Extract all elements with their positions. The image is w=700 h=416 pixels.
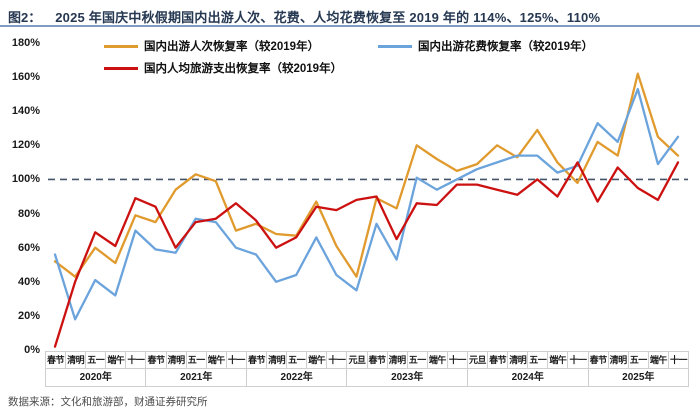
- legend-label-spending: 国内出游花费恢复率（较2019年）: [418, 41, 594, 53]
- x-axis-holiday-label: 五一: [406, 351, 428, 369]
- x-axis-holiday-label: 清明: [607, 351, 629, 369]
- legend-item-trips: 国内出游人次恢复率（较2019年）: [104, 39, 319, 53]
- y-tick-label: 180%: [11, 37, 40, 49]
- legend-label-percapita: 国内人均旅游支出恢复率（较2019年）: [144, 63, 343, 75]
- x-axis-holiday-label: 十一: [225, 351, 247, 369]
- y-tick-label: 80%: [17, 207, 40, 220]
- legend-swatch-trips-icon: [104, 44, 138, 48]
- x-axis-year-label: 2024年: [466, 368, 589, 387]
- x-axis-holiday-label: 元旦: [466, 351, 489, 369]
- x-axis-holiday-label: 端午: [105, 351, 127, 369]
- x-axis-holiday-label: 春节: [366, 351, 388, 369]
- x-axis-holiday-label: 清明: [165, 351, 187, 369]
- title-underline: [0, 25, 700, 27]
- x-axis-holiday-label: 清明: [507, 351, 529, 369]
- x-axis-holiday-label: 端午: [426, 351, 448, 369]
- x-axis-holiday-label: 五一: [286, 351, 308, 369]
- x-axis-year-label: 2021年: [145, 368, 247, 387]
- y-tick-label: 160%: [11, 71, 40, 84]
- x-axis-year-label: 2025年: [587, 368, 689, 387]
- series-line-trips: [53, 72, 680, 278]
- y-tick-label: 140%: [11, 105, 40, 118]
- figure-label: 图2：: [8, 10, 42, 25]
- x-axis-holiday-label: 五一: [185, 351, 207, 369]
- legend-swatch-spending-icon: [378, 44, 412, 48]
- x-axis-holiday-label: 十一: [125, 351, 147, 369]
- x-axis-year-label: 2020年: [45, 368, 147, 387]
- x-axis-holiday-label: 五一: [527, 351, 549, 369]
- y-tick-label: 100%: [11, 173, 40, 186]
- x-axis-holiday-label: 十一: [667, 351, 689, 369]
- x-axis-holiday-label: 十一: [446, 351, 468, 369]
- x-axis-holiday-label: 清明: [266, 351, 288, 369]
- y-tick-label: 40%: [17, 275, 40, 288]
- x-axis-holiday-label: 端午: [306, 351, 328, 369]
- x-axis-year-label: 2023年: [346, 368, 468, 387]
- x-axis-holiday-label: 春节: [587, 351, 609, 369]
- x-axis-holiday-label: 春节: [145, 351, 167, 369]
- data-source: 数据来源：文化和旅游部，财通证券研究所: [8, 396, 208, 408]
- y-tick-label: 20%: [17, 309, 40, 322]
- x-axis-holiday-label: 十一: [326, 351, 348, 369]
- chart-title: 2025 年国庆中秋假期国内出游人次、花费、人均花费恢复至 2019 年的 11…: [55, 10, 601, 25]
- x-axis-holiday-label: 端午: [547, 351, 569, 369]
- legend-item-percapita: 国内人均旅游支出恢复率（较2019年）: [104, 61, 342, 75]
- x-axis-holiday-label: 春节: [45, 351, 67, 369]
- x-axis-holiday-label: 春节: [245, 351, 268, 369]
- x-axis-holiday-label: 五一: [85, 351, 107, 369]
- legend-swatch-percapita-icon: [104, 66, 138, 70]
- x-axis-holiday-label: 清明: [386, 351, 408, 369]
- x-axis-holiday-label: 十一: [567, 351, 589, 369]
- x-axis-holiday-label: 元旦: [346, 351, 368, 369]
- x-axis-holiday-label: 端午: [647, 351, 669, 369]
- y-tick-label: 60%: [17, 241, 40, 254]
- y-tick-label: 0%: [24, 344, 40, 356]
- series-line-percapita: [53, 161, 680, 348]
- x-axis-holiday-label: 端午: [205, 351, 227, 369]
- legend-label-trips: 国内出游人次恢复率（较2019年）: [144, 41, 320, 53]
- x-axis-holiday-label: 春节: [487, 351, 509, 369]
- x-axis-holiday-label: 清明: [65, 351, 87, 369]
- y-tick-label: 120%: [11, 139, 40, 152]
- legend-item-spending: 国内出游花费恢复率（较2019年）: [378, 39, 593, 53]
- x-axis-holiday-label: 五一: [627, 351, 649, 369]
- title-row: 图2： 2025 年国庆中秋假期国内出游人次、花费、人均花费恢复至 2019 年的…: [8, 7, 698, 27]
- x-axis-year-label: 2022年: [245, 368, 348, 387]
